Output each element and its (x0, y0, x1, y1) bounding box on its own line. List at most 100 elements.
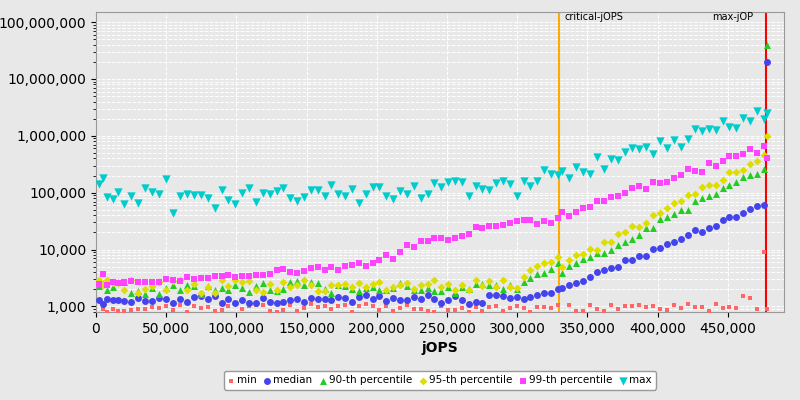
min (174, 302, 186, 308)
median (611, 264, 624, 270)
99-th percentile (598, 198, 610, 205)
max (518, 178, 530, 184)
min (524, 308, 537, 315)
95-th percentile (421, 280, 434, 287)
95-th percentile (476, 283, 489, 290)
min (476, 308, 489, 314)
max (373, 183, 386, 190)
max (551, 172, 564, 178)
max (222, 197, 235, 203)
median (298, 299, 310, 305)
99-th percentile (490, 223, 502, 230)
95-th percentile (290, 282, 303, 288)
max (682, 136, 694, 142)
90-th percentile (598, 250, 610, 256)
max (442, 179, 454, 185)
min (751, 306, 764, 312)
90-th percentile (167, 282, 180, 288)
99-th percentile (318, 267, 331, 274)
95-th percentile (318, 287, 331, 294)
min (242, 303, 255, 310)
99-th percentile (442, 237, 454, 243)
95-th percentile (633, 224, 646, 231)
90-th percentile (695, 195, 708, 202)
90-th percentile (584, 254, 597, 260)
max (545, 170, 558, 177)
median (325, 297, 338, 303)
min (305, 301, 318, 308)
95-th percentile (518, 274, 530, 280)
max (469, 183, 482, 189)
99-th percentile (167, 276, 180, 283)
X-axis label: jOPS: jOPS (422, 341, 458, 355)
99-th percentile (106, 278, 119, 285)
90-th percentile (215, 285, 228, 291)
median (674, 236, 687, 242)
min (455, 305, 468, 311)
99-th percentile (531, 221, 544, 227)
90-th percentile (462, 286, 475, 292)
99-th percentile (476, 225, 489, 232)
median (167, 300, 180, 306)
max (106, 196, 119, 203)
99-th percentile (414, 238, 427, 245)
90-th percentile (730, 179, 743, 185)
95-th percentile (490, 283, 502, 290)
median (277, 298, 290, 305)
min (373, 306, 386, 313)
95-th percentile (188, 281, 201, 287)
99-th percentile (202, 275, 214, 282)
95-th percentile (338, 280, 351, 287)
median (577, 278, 590, 284)
median (497, 293, 510, 300)
min (605, 302, 618, 308)
max (380, 193, 393, 200)
max (709, 127, 722, 133)
median (618, 257, 631, 264)
95-th percentile (611, 231, 624, 238)
90-th percentile (551, 260, 564, 266)
99-th percentile (160, 276, 173, 282)
90-th percentile (242, 289, 255, 295)
max (730, 125, 743, 132)
99-th percentile (93, 281, 106, 288)
min (716, 305, 729, 311)
95-th percentile (428, 277, 441, 284)
99-th percentile (737, 151, 750, 157)
max (667, 137, 680, 144)
max (723, 124, 736, 131)
95-th percentile (744, 161, 757, 167)
95-th percentile (215, 277, 228, 283)
max (263, 191, 276, 197)
min (407, 306, 420, 313)
90-th percentile (562, 263, 575, 269)
median (510, 294, 523, 300)
95-th percentile (758, 152, 770, 159)
min (510, 303, 523, 310)
min (229, 301, 242, 308)
median (428, 296, 441, 302)
min (730, 305, 743, 312)
99-th percentile (584, 204, 597, 210)
99-th percentile (174, 278, 186, 284)
max (242, 185, 255, 192)
min (284, 302, 297, 308)
Text: critical-jOPS: critical-jOPS (565, 12, 624, 22)
max (605, 156, 618, 162)
95-th percentile (618, 229, 631, 236)
90-th percentile (359, 285, 372, 292)
min (442, 307, 454, 313)
99-th percentile (667, 175, 680, 181)
max (138, 185, 151, 192)
99-th percentile (270, 266, 283, 273)
max (654, 138, 666, 144)
90-th percentile (660, 214, 673, 220)
95-th percentile (674, 198, 687, 205)
99-th percentile (325, 264, 338, 270)
max (318, 192, 331, 199)
max (236, 190, 249, 196)
min (270, 308, 283, 315)
min (132, 306, 145, 312)
min (298, 305, 310, 312)
90-th percentile (160, 284, 173, 291)
